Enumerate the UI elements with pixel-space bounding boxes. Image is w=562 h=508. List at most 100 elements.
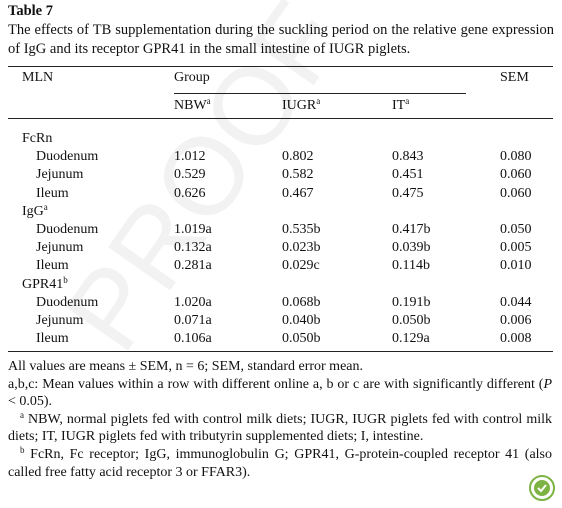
row-label-text: Ileum [36,258,69,274]
cell: 0.039b [392,239,431,257]
cell-text: 0.129a [392,331,430,347]
icon [529,475,555,501]
header-stub: MLN [22,69,53,87]
cell-text: 0.467 [282,185,314,201]
cell-text: 0.008 [500,331,532,347]
cell-text: 0.475 [392,185,424,201]
column-header-text: NBW [174,98,207,113]
note: a NBW, normal piglets fed with control m… [8,409,552,446]
row-label: Ileum [36,257,69,275]
cell-text: 0.060 [500,167,532,183]
cell: 0.029c [282,257,320,275]
cell: 0.535b [282,221,321,239]
cell: 0.626 [174,185,206,203]
column-header-text: IT [392,98,406,113]
notes: All values are means ± SEM, n = 6; SEM, … [8,358,552,481]
cell: 0.129a [392,330,430,348]
cell-text: 0.039b [392,240,431,256]
cell: 0.467 [282,185,314,203]
header-sem-text: SEM [500,70,529,85]
superscript: a [206,96,211,106]
cell-text: 0.582 [282,167,314,183]
cell-text: 1.020a [174,294,212,310]
cell: 0.106a [174,330,212,348]
cell-text: 0.281a [174,258,212,274]
row-label: Ileum [36,185,69,203]
column-header: ITa [392,97,409,115]
superscript: b [20,444,25,455]
row-label: Jejunum [36,166,83,184]
row-label-text: Ileum [36,185,69,201]
superscript: b [63,274,68,285]
cell: 0.010 [500,257,532,275]
section-label: IgGa [22,202,48,221]
cell: 0.114b [392,257,430,275]
note-text: a,b,c: Mean values within a row with dif… [8,376,544,392]
row-label-text: Jejunum [36,313,84,328]
cell-text: 1.019a [174,222,212,237]
note-text: All values are means ± SEM, n = 6; SEM, … [8,359,363,374]
row-label-text: Duodenum [36,294,99,310]
cell-text: 0.071a [174,313,212,328]
cell: 0.060 [500,185,532,203]
cell-text: 0.802 [282,149,314,165]
note-text: < 0.05). [8,394,53,410]
cell: 0.006 [500,312,532,330]
superscript: a [316,96,321,106]
rule [8,118,553,119]
cell-text: 0.050b [282,331,321,347]
cell: 0.040b [282,312,321,330]
superscript: a [405,96,410,106]
cell: 0.582 [282,166,314,184]
cell: 0.050b [392,312,431,330]
section-label: FcRn [22,130,52,148]
row-label-text: Jejunum [36,240,84,256]
rule [8,351,553,352]
cell-text: 0.843 [392,149,424,165]
row-label: Duodenum [36,294,98,312]
cell-text: 0.451 [392,167,424,183]
column-header-text: IUGR [282,98,317,113]
table-caption: The effects of TB supplementation during… [8,22,554,57]
section-label-text: IgG [22,203,44,219]
cell: 0.080 [500,148,532,166]
cell: 0.281a [174,257,212,275]
note: b FcRn, Fc receptor; IgG, immunoglobulin… [8,444,553,481]
cell: 0.071a [174,312,212,330]
superscript: a [20,409,24,420]
note-text: FcRn, Fc receptor; IgG, immunoglobulin G… [8,446,553,480]
cell-text: 0.006 [500,313,532,328]
cell-text: 0.191b [392,294,431,310]
rule [174,93,466,94]
cell: 0.802 [282,148,314,166]
note-text: P [543,376,552,392]
cell: 1.012 [174,148,206,166]
cell: 0.475 [392,185,424,203]
note-text: NBW, normal piglets fed with control mil… [8,411,552,445]
row-label: Jejunum [36,239,83,257]
row-label-text: Duodenum [36,149,99,165]
cell: 1.020a [174,294,212,312]
row-label: Duodenum [36,221,98,239]
cell: 0.529 [174,166,206,184]
section-label-text: GPR41 [22,276,64,292]
header-stub-text: MLN [22,70,54,85]
header-group-text: Group [174,70,210,85]
header-sem: SEM [500,69,529,87]
cell-text: 0.535b [282,222,321,237]
cell: 0.008 [500,330,532,348]
cell: 0.843 [392,148,424,166]
row-label-text: Duodenum [36,222,99,237]
cell: 0.050b [282,330,321,348]
cell: 0.005 [500,239,532,257]
row-label: Ileum [36,330,69,348]
cell: 0.044 [500,294,532,312]
cell: 0.132a [174,239,212,257]
row-label: Duodenum [36,148,98,166]
section-label: GPR41b [22,274,68,294]
cell-text: 1.012 [174,149,206,165]
cell: 0.417b [392,221,431,239]
cell-text: 0.060 [500,185,532,201]
cell: 0.023b [282,239,321,257]
